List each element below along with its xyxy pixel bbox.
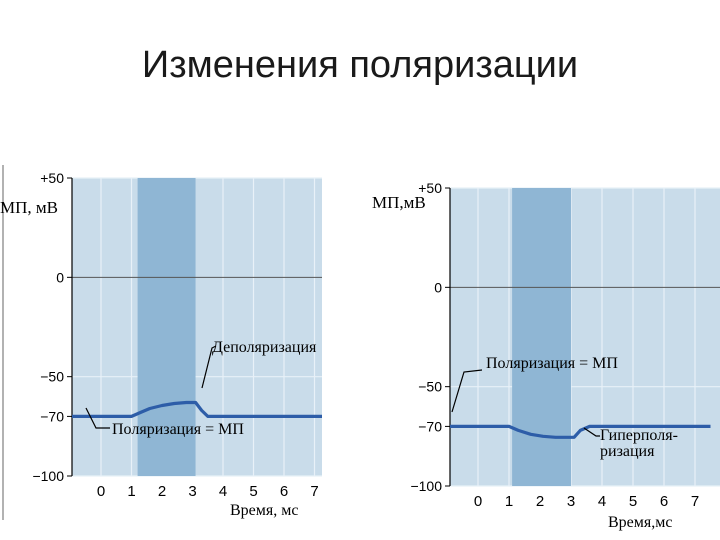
hyperpolarization-label-line1: Гиперполя- [600,427,678,444]
x-tick-label: 2 [536,493,544,510]
x-tick-label: 5 [629,493,637,510]
x-tick-label: 4 [598,493,606,510]
x-tick-label: 2 [158,483,166,500]
slide-title: Изменения поляризации [141,44,579,86]
polarization-leader [451,369,483,413]
membrane-potential-line [450,424,711,439]
y-axis-label: МП, мВ [0,198,58,217]
y-tick-label: −50 [40,369,64,385]
x-tick-label: 1 [505,493,513,510]
x-tick-label: 6 [280,483,288,500]
x-axis-label: Время, мс [230,502,298,519]
polarization-label: Поляризация = МП [486,355,618,372]
y-tick-label: −100 [32,468,64,484]
x-ticks: 0 1 2 3 4 5 6 7 [97,483,319,500]
x-tick-label: 7 [691,493,699,510]
y-ticks: +50 0 −50 −70 −100 [32,170,72,484]
x-tick-label: 0 [474,493,482,510]
y-axis-label: МП,мВ [372,193,426,212]
x-tick-label: 6 [660,493,668,510]
polarization-leader [85,407,110,429]
x-tick-label: 4 [219,483,227,500]
plot-area [450,188,720,486]
y-tick-label: −70 [40,408,64,424]
chart-depolarization: +50 0 −50 −70 −100 0 1 2 3 4 5 6 7 МП, мВ Деполяриз… [0,165,322,520]
y-tick-label: 0 [56,269,64,285]
stimulus-band [512,188,571,486]
y-ticks: +50 0 −50 −70 −100 [410,180,450,494]
x-tick-label: 3 [567,493,575,510]
hyperpolarization-label-line2: ризация [600,443,655,460]
y-tick-label: 0 [434,279,442,295]
depolarization-label: Деполяризация [212,339,317,356]
membrane-potential-line [72,400,322,418]
stimulus-band [137,178,196,476]
polarization-label: Поляризация = МП [112,421,244,438]
y-tick-label: −70 [418,418,442,434]
x-tick-label: 1 [127,483,135,500]
y-tick-label: +50 [40,170,64,186]
depolarization-leader [201,345,217,389]
hyperpolarization-leader [583,427,600,437]
y-tick-label: −50 [418,379,442,395]
x-tick-label: 0 [97,483,105,500]
chart-hyperpolarization: +50 0 −50 −70 −100 0 1 2 3 4 5 6 7 МП,мВ Поляризаци… [372,180,720,531]
x-tick-label: 7 [310,483,318,500]
x-axis-label: Время,мс [608,514,672,531]
x-tick-label: 3 [188,483,196,500]
x-ticks: 0 1 2 3 4 5 6 7 [474,493,699,510]
x-tick-label: 5 [249,483,257,500]
y-tick-label: +50 [418,180,442,196]
plot-area [72,178,322,476]
y-tick-label: −100 [410,478,442,494]
